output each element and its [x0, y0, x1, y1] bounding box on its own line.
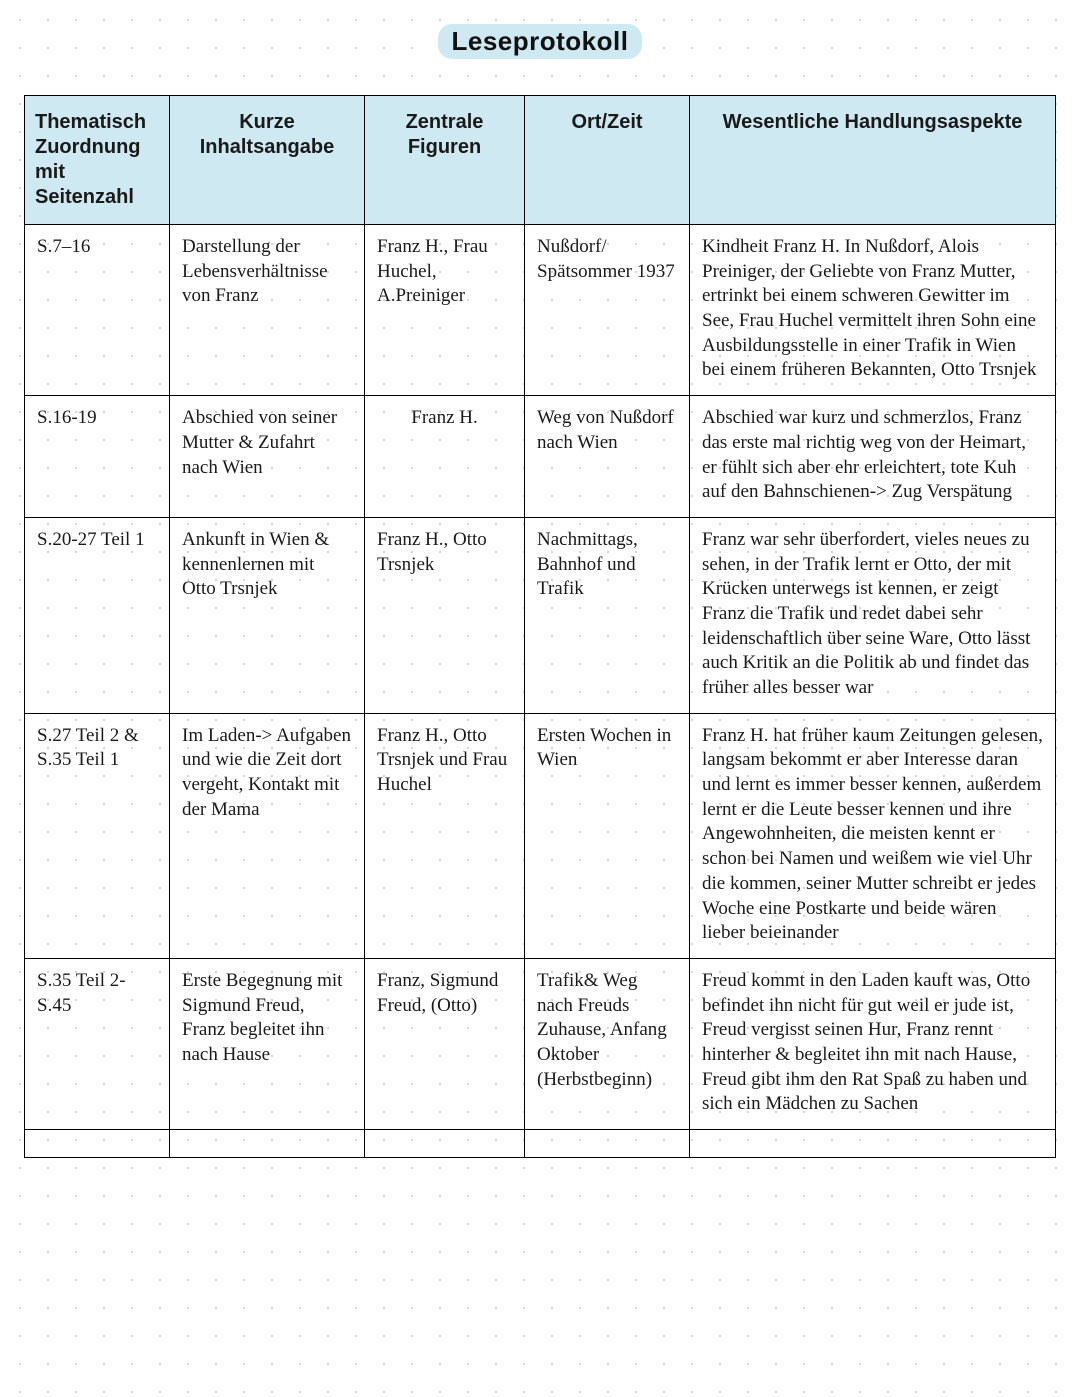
cell-placetime: Nußdorf/ Spätsommer 1937: [525, 225, 690, 396]
cell-placetime: Trafik& Weg nach Freuds Zuhause, Anfang …: [525, 958, 690, 1129]
page-title: Leseprotokoll: [438, 24, 643, 59]
table-row: S.35 Teil 2- S.45 Erste Begegnung mit Si…: [25, 958, 1056, 1129]
cell-placetime: [525, 1130, 690, 1158]
cell-pages: S.20-27 Teil 1: [25, 517, 170, 713]
col-header-summary: Kurze Inhaltsangabe: [170, 96, 365, 225]
cell-pages: S.16-19: [25, 396, 170, 518]
table-row: S.20-27 Teil 1 Ankunft in Wien & kennenl…: [25, 517, 1056, 713]
col-header-figures: Zentrale Figuren: [365, 96, 525, 225]
cell-figures: [365, 1130, 525, 1158]
cell-aspects: Kindheit Franz H. In Nußdorf, Alois Prei…: [690, 225, 1056, 396]
cell-figures: Franz H., Frau Huchel, A.Preiniger: [365, 225, 525, 396]
cell-summary: Erste Begegnung mit Sigmund Freud, Franz…: [170, 958, 365, 1129]
cell-pages: S.7–16: [25, 225, 170, 396]
cell-figures: Franz H., Otto Trsnjek: [365, 517, 525, 713]
cell-aspects: Franz H. hat früher kaum Zeitungen geles…: [690, 713, 1056, 958]
cell-aspects: Abschied war kurz und schmerzlos, Franz …: [690, 396, 1056, 518]
cell-figures: Franz H.: [365, 396, 525, 518]
cell-figures: Franz, Sigmund Freud, (Otto): [365, 958, 525, 1129]
cell-placetime: Nachmittags, Bahnhof und Trafik: [525, 517, 690, 713]
cell-figures: Franz H., Otto Trsnjek und Frau Huchel: [365, 713, 525, 958]
cell-pages: [25, 1130, 170, 1158]
table-row: [25, 1130, 1056, 1158]
protokoll-table: Thematisch Zuordnung mit Seitenzahl Kurz…: [24, 95, 1056, 1158]
cell-pages: S.35 Teil 2- S.45: [25, 958, 170, 1129]
cell-summary: [170, 1130, 365, 1158]
cell-summary: Abschied von seiner Mutter & Zufahrt nac…: [170, 396, 365, 518]
cell-pages: S.27 Teil 2 & S.35 Teil 1: [25, 713, 170, 958]
cell-aspects: Freud kommt in den Laden kauft was, Otto…: [690, 958, 1056, 1129]
cell-summary: Darstellung der Lebensverhältnisse von F…: [170, 225, 365, 396]
cell-aspects: Franz war sehr überfordert, vieles neues…: [690, 517, 1056, 713]
table-row: S.16-19 Abschied von seiner Mutter & Zuf…: [25, 396, 1056, 518]
cell-placetime: Weg von Nußdorf nach Wien: [525, 396, 690, 518]
cell-summary: Ankunft in Wien & kennenlernen mit Otto …: [170, 517, 365, 713]
cell-summary: Im Laden-> Aufgaben und wie die Zeit dor…: [170, 713, 365, 958]
cell-aspects: [690, 1130, 1056, 1158]
table-header-row: Thematisch Zuordnung mit Seitenzahl Kurz…: [25, 96, 1056, 225]
table-row: S.7–16 Darstellung der Lebensverhältniss…: [25, 225, 1056, 396]
col-header-pages: Thematisch Zuordnung mit Seitenzahl: [25, 96, 170, 225]
table-body: S.7–16 Darstellung der Lebensverhältniss…: [25, 225, 1056, 1158]
page-title-wrap: Leseprotokoll: [24, 24, 1056, 59]
col-header-placetime: Ort/Zeit: [525, 96, 690, 225]
cell-placetime: Ersten Wochen in Wien: [525, 713, 690, 958]
table-row: S.27 Teil 2 & S.35 Teil 1 Im Laden-> Auf…: [25, 713, 1056, 958]
col-header-aspects: Wesentliche Handlungsaspekte: [690, 96, 1056, 225]
